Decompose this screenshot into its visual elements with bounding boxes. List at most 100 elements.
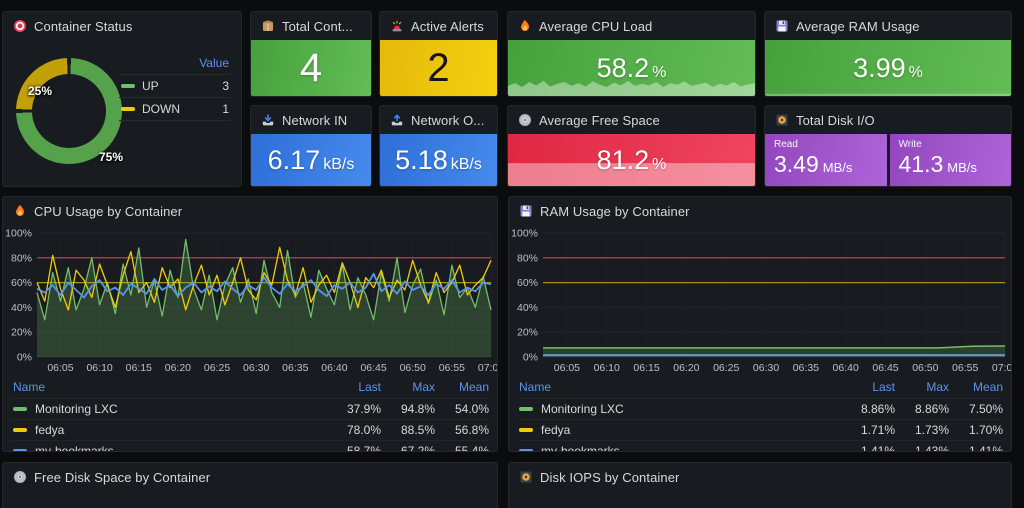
legend-row: my-bookmarks 1.41% 1.43% 1.41% xyxy=(517,440,1003,452)
panel-title[interactable]: CPU Usage by Container xyxy=(34,204,182,219)
svg-text:0%: 0% xyxy=(17,352,32,364)
container-status-legend: Value UP 3 DOWN 1 xyxy=(119,54,231,121)
series-name[interactable]: my-bookmarks xyxy=(541,444,620,452)
container-status-donut: 25% 75% xyxy=(16,58,122,164)
svg-text:100%: 100% xyxy=(511,228,538,240)
svg-text:06:15: 06:15 xyxy=(633,362,659,374)
legend-row: fedya 78.0% 88.5% 56.8% xyxy=(11,419,489,440)
stat-value: 6.17 xyxy=(268,145,321,176)
svg-text:60%: 60% xyxy=(11,277,32,289)
series-swatch[interactable] xyxy=(13,449,27,452)
svg-text:07:00: 07:00 xyxy=(992,362,1011,374)
stat-unit: MB/s xyxy=(823,160,853,175)
legend-row: Monitoring LXC 37.9% 94.8% 54.0% xyxy=(11,398,489,419)
series-mean: 7.50% xyxy=(949,402,1003,416)
panel-title[interactable]: Average RAM Usage xyxy=(796,19,920,34)
legend-header-value[interactable]: Value xyxy=(119,54,231,74)
svg-text:40%: 40% xyxy=(11,302,32,314)
series-swatch[interactable] xyxy=(519,428,533,432)
series-name[interactable]: Monitoring LXC xyxy=(35,402,118,416)
svg-text:06:05: 06:05 xyxy=(554,362,580,374)
panel-total-disk-io: Total Disk I/O Read 3.49 MB/s Write 41.3… xyxy=(764,105,1012,187)
active-alerts-stat: 2 xyxy=(380,40,497,96)
legend-row: Monitoring LXC 8.86% 8.86% 7.50% xyxy=(517,398,1003,419)
stat-value: 41.3 xyxy=(899,151,944,178)
series-swatch[interactable] xyxy=(13,428,27,432)
series-last: 58.7% xyxy=(327,444,381,452)
svg-text:80%: 80% xyxy=(11,252,32,264)
svg-text:06:25: 06:25 xyxy=(204,362,230,374)
disk-write-stat: Write 41.3 MB/s xyxy=(890,134,1012,186)
stat-label: Write xyxy=(899,139,1003,150)
series-name[interactable]: Monitoring LXC xyxy=(541,402,624,416)
floppy-icon xyxy=(775,19,789,33)
svg-text:06:40: 06:40 xyxy=(833,362,859,374)
svg-text:20%: 20% xyxy=(11,327,32,339)
panel-ram-usage-by-container: RAM Usage by Container 0%20%40%60%80%100… xyxy=(508,196,1012,452)
legend-col-last[interactable]: Last xyxy=(841,380,895,394)
series-swatch[interactable] xyxy=(121,84,135,88)
legend-row: fedya 1.71% 1.73% 1.70% xyxy=(517,419,1003,440)
stat-unit: kB/s xyxy=(451,156,482,174)
series-max: 8.86% xyxy=(895,402,949,416)
stat-value: 58.2 xyxy=(597,53,650,84)
cpu-chart-legend: Name Last Max Mean Monitoring LXC 37.9% … xyxy=(11,377,489,452)
panel-container-status: Container Status 25% 75% Value UP 3 DOWN… xyxy=(2,11,242,187)
series-name[interactable]: fedya xyxy=(35,423,64,437)
panel-title[interactable]: Average CPU Load xyxy=(539,19,652,34)
panel-title[interactable]: Container Status xyxy=(34,19,132,34)
svg-text:80%: 80% xyxy=(517,252,538,264)
panel-average-cpu-load: Average CPU Load 58.2 % xyxy=(507,11,756,97)
svg-text:06:30: 06:30 xyxy=(243,362,269,374)
series-name[interactable]: fedya xyxy=(541,423,570,437)
network-out-stat: 5.18 kB/s xyxy=(380,134,497,186)
legend-col-last[interactable]: Last xyxy=(327,380,381,394)
series-swatch[interactable] xyxy=(121,107,135,111)
network-in-stat: 6.17 kB/s xyxy=(251,134,371,186)
svg-text:40%: 40% xyxy=(517,302,538,314)
stat-label: Read xyxy=(774,139,878,150)
legend-col-name[interactable]: Name xyxy=(517,380,841,394)
panel-title[interactable]: Average Free Space xyxy=(539,113,660,128)
panel-title[interactable]: Disk IOPS by Container xyxy=(540,470,679,485)
computer-disk-icon xyxy=(519,470,533,484)
panel-title[interactable]: RAM Usage by Container xyxy=(540,204,690,219)
inbox-tray-icon xyxy=(261,113,275,127)
stat-value: 2 xyxy=(427,46,449,91)
legend-col-mean[interactable]: Mean xyxy=(949,380,1003,394)
stat-unit: % xyxy=(652,156,666,174)
series-swatch[interactable] xyxy=(13,407,27,411)
legend-col-max[interactable]: Max xyxy=(381,380,435,394)
panel-title[interactable]: Network IN xyxy=(282,113,347,128)
cpu-chart-plot[interactable]: 0%20%40%60%80%100%06:0506:1006:1506:2006… xyxy=(3,225,497,375)
series-name[interactable]: DOWN xyxy=(142,102,215,116)
series-mean: 56.8% xyxy=(435,423,489,437)
disk-read-stat: Read 3.49 MB/s xyxy=(765,134,887,186)
panel-title[interactable]: Network O... xyxy=(411,113,484,128)
series-last: 8.86% xyxy=(841,402,895,416)
donut-label-up: 75% xyxy=(99,150,123,164)
svg-text:06:55: 06:55 xyxy=(439,362,465,374)
panel-average-ram-usage: Average RAM Usage 3.99 % xyxy=(764,11,1012,97)
series-swatch[interactable] xyxy=(519,449,533,452)
legend-col-max[interactable]: Max xyxy=(895,380,949,394)
stat-value: 5.18 xyxy=(395,145,448,176)
series-name[interactable]: my-bookmarks xyxy=(35,444,114,452)
legend-col-name[interactable]: Name xyxy=(11,380,327,394)
legend-row-down: DOWN 1 xyxy=(119,97,231,121)
series-swatch[interactable] xyxy=(519,407,533,411)
panel-title[interactable]: Free Disk Space by Container xyxy=(34,470,210,485)
outbox-tray-icon xyxy=(390,113,404,127)
stat-unit: kB/s xyxy=(323,156,354,174)
panel-title[interactable]: Active Alerts xyxy=(411,19,484,34)
legend-col-mean[interactable]: Mean xyxy=(435,380,489,394)
panel-title[interactable]: Total Cont... xyxy=(282,19,353,34)
svg-text:06:40: 06:40 xyxy=(321,362,347,374)
panel-free-disk-space-by-container: Free Disk Space by Container xyxy=(2,462,498,508)
panel-title[interactable]: Total Disk I/O xyxy=(796,113,875,128)
svg-text:06:45: 06:45 xyxy=(360,362,386,374)
ram-chart-plot[interactable]: 0%20%40%60%80%100%06:0506:1006:1506:2006… xyxy=(509,225,1011,375)
average-ram-stat: 3.99 % xyxy=(765,40,1011,96)
stat-value: 3.99 xyxy=(853,53,906,84)
series-name[interactable]: UP xyxy=(142,79,215,93)
